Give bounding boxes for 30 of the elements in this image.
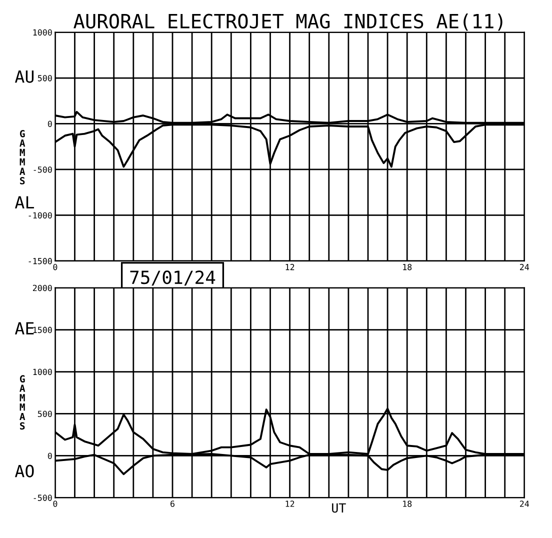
y-tick-label: -500 <box>34 494 52 501</box>
y-tick-label: -1500 <box>28 258 52 264</box>
y-tick-label: 2000 <box>32 284 52 292</box>
x-tick-label: 24 <box>520 264 530 270</box>
y-tick-label: 0 <box>48 452 52 459</box>
x-tick-label: 12 <box>286 264 294 270</box>
text: 75/01/24 <box>130 270 216 286</box>
y-tick-label: 1000 <box>33 368 52 376</box>
y-axis-title: GAMMAS <box>20 375 26 430</box>
y-axis-title: GAMMAS <box>20 130 26 184</box>
text: AO <box>14 464 34 478</box>
x-tick-label: 0 <box>53 500 58 507</box>
x-tick-label: 18 <box>403 264 412 270</box>
text: AU <box>14 70 34 83</box>
y-tick-label: 1500 <box>33 326 52 334</box>
y-tick-label: 500 <box>38 410 52 418</box>
x-tick-label: 12 <box>286 500 294 507</box>
text: AE <box>14 322 34 334</box>
x-tick-label: 0 <box>53 264 58 270</box>
x-axis-title: UT <box>332 503 346 513</box>
x-tick-label: 6 <box>170 500 174 507</box>
y-tick-label: 500 <box>38 75 52 82</box>
y-tick-label: -1000 <box>28 212 52 219</box>
y-tick-label: 1000 <box>33 29 52 36</box>
x-tick-label: 24 <box>520 500 530 507</box>
x-tick-label: 18 <box>403 500 412 507</box>
text: AL <box>14 196 34 208</box>
chart-title: AURORAL ELECTROJET MAG INDICES AE(11) <box>74 13 502 31</box>
y-tick-label: 0 <box>48 120 52 128</box>
y-tick-label: -500 <box>34 166 52 173</box>
